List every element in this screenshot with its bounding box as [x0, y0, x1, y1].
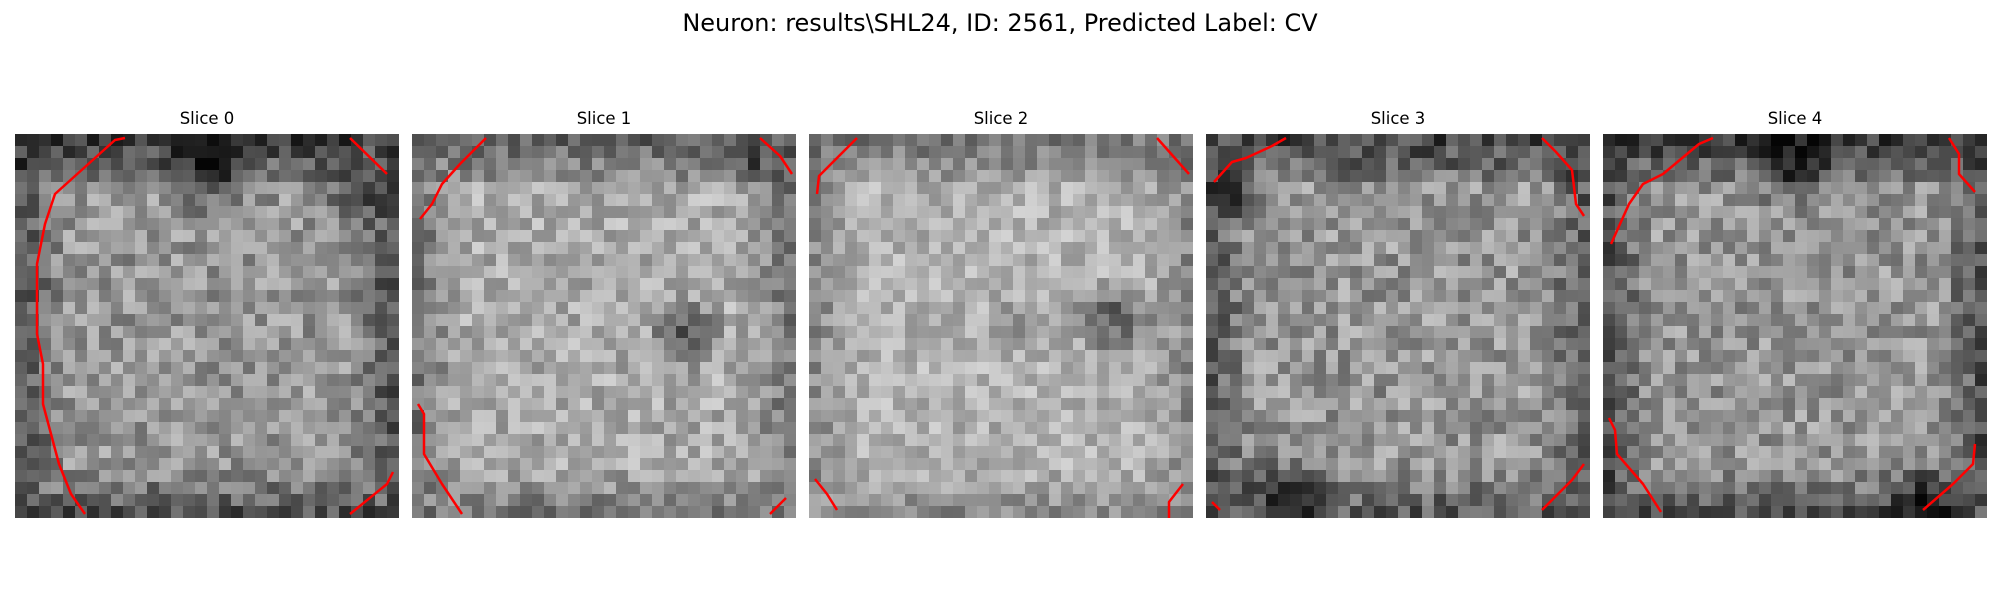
contour-line: [1156, 137, 1190, 175]
contour-lines: [1607, 136, 1977, 513]
contour-line: [35, 136, 126, 515]
slice-image: [1603, 134, 1987, 518]
contour-line: [1213, 136, 1287, 183]
contour-line: [1167, 483, 1184, 518]
pixel-grid: [412, 134, 796, 518]
slice-title: Slice 2: [973, 109, 1029, 128]
contour-line: [815, 137, 858, 195]
pixel-grid: [1603, 134, 1987, 518]
figure-title: Neuron: results\SHL24, ID: 2561, Predict…: [682, 9, 1318, 37]
slice-title: Slice 0: [179, 109, 235, 128]
slice-image: [15, 134, 399, 518]
slice-image: [809, 134, 1193, 518]
pixel-grid: [809, 134, 1193, 518]
slice-image: [1206, 134, 1590, 518]
contour-line: [1607, 417, 1663, 513]
contour-line: [349, 471, 395, 515]
contour-lines: [416, 137, 794, 515]
slice-title: Slice 3: [1370, 109, 1426, 128]
pixel-grid: [1206, 134, 1590, 518]
contour-line: [759, 137, 794, 175]
contour-line: [1541, 463, 1585, 511]
pixel-grid: [15, 134, 399, 518]
contour-line: [419, 137, 487, 220]
contour-line: [1211, 501, 1221, 511]
contour-lines: [35, 136, 395, 515]
contour-line: [1541, 137, 1586, 217]
contour-lines: [814, 137, 1190, 518]
contour-line: [349, 137, 388, 175]
slice-image: [412, 134, 796, 518]
slice-title: Slice 1: [576, 109, 632, 128]
contour-lines: [1211, 136, 1586, 511]
contour-line: [769, 497, 787, 515]
contour-line: [1947, 137, 1976, 193]
contour-line: [416, 403, 464, 515]
contour-line: [1922, 443, 1977, 511]
contour-line: [814, 478, 839, 511]
contour-line: [1609, 136, 1714, 245]
slice-title: Slice 4: [1767, 109, 1823, 128]
